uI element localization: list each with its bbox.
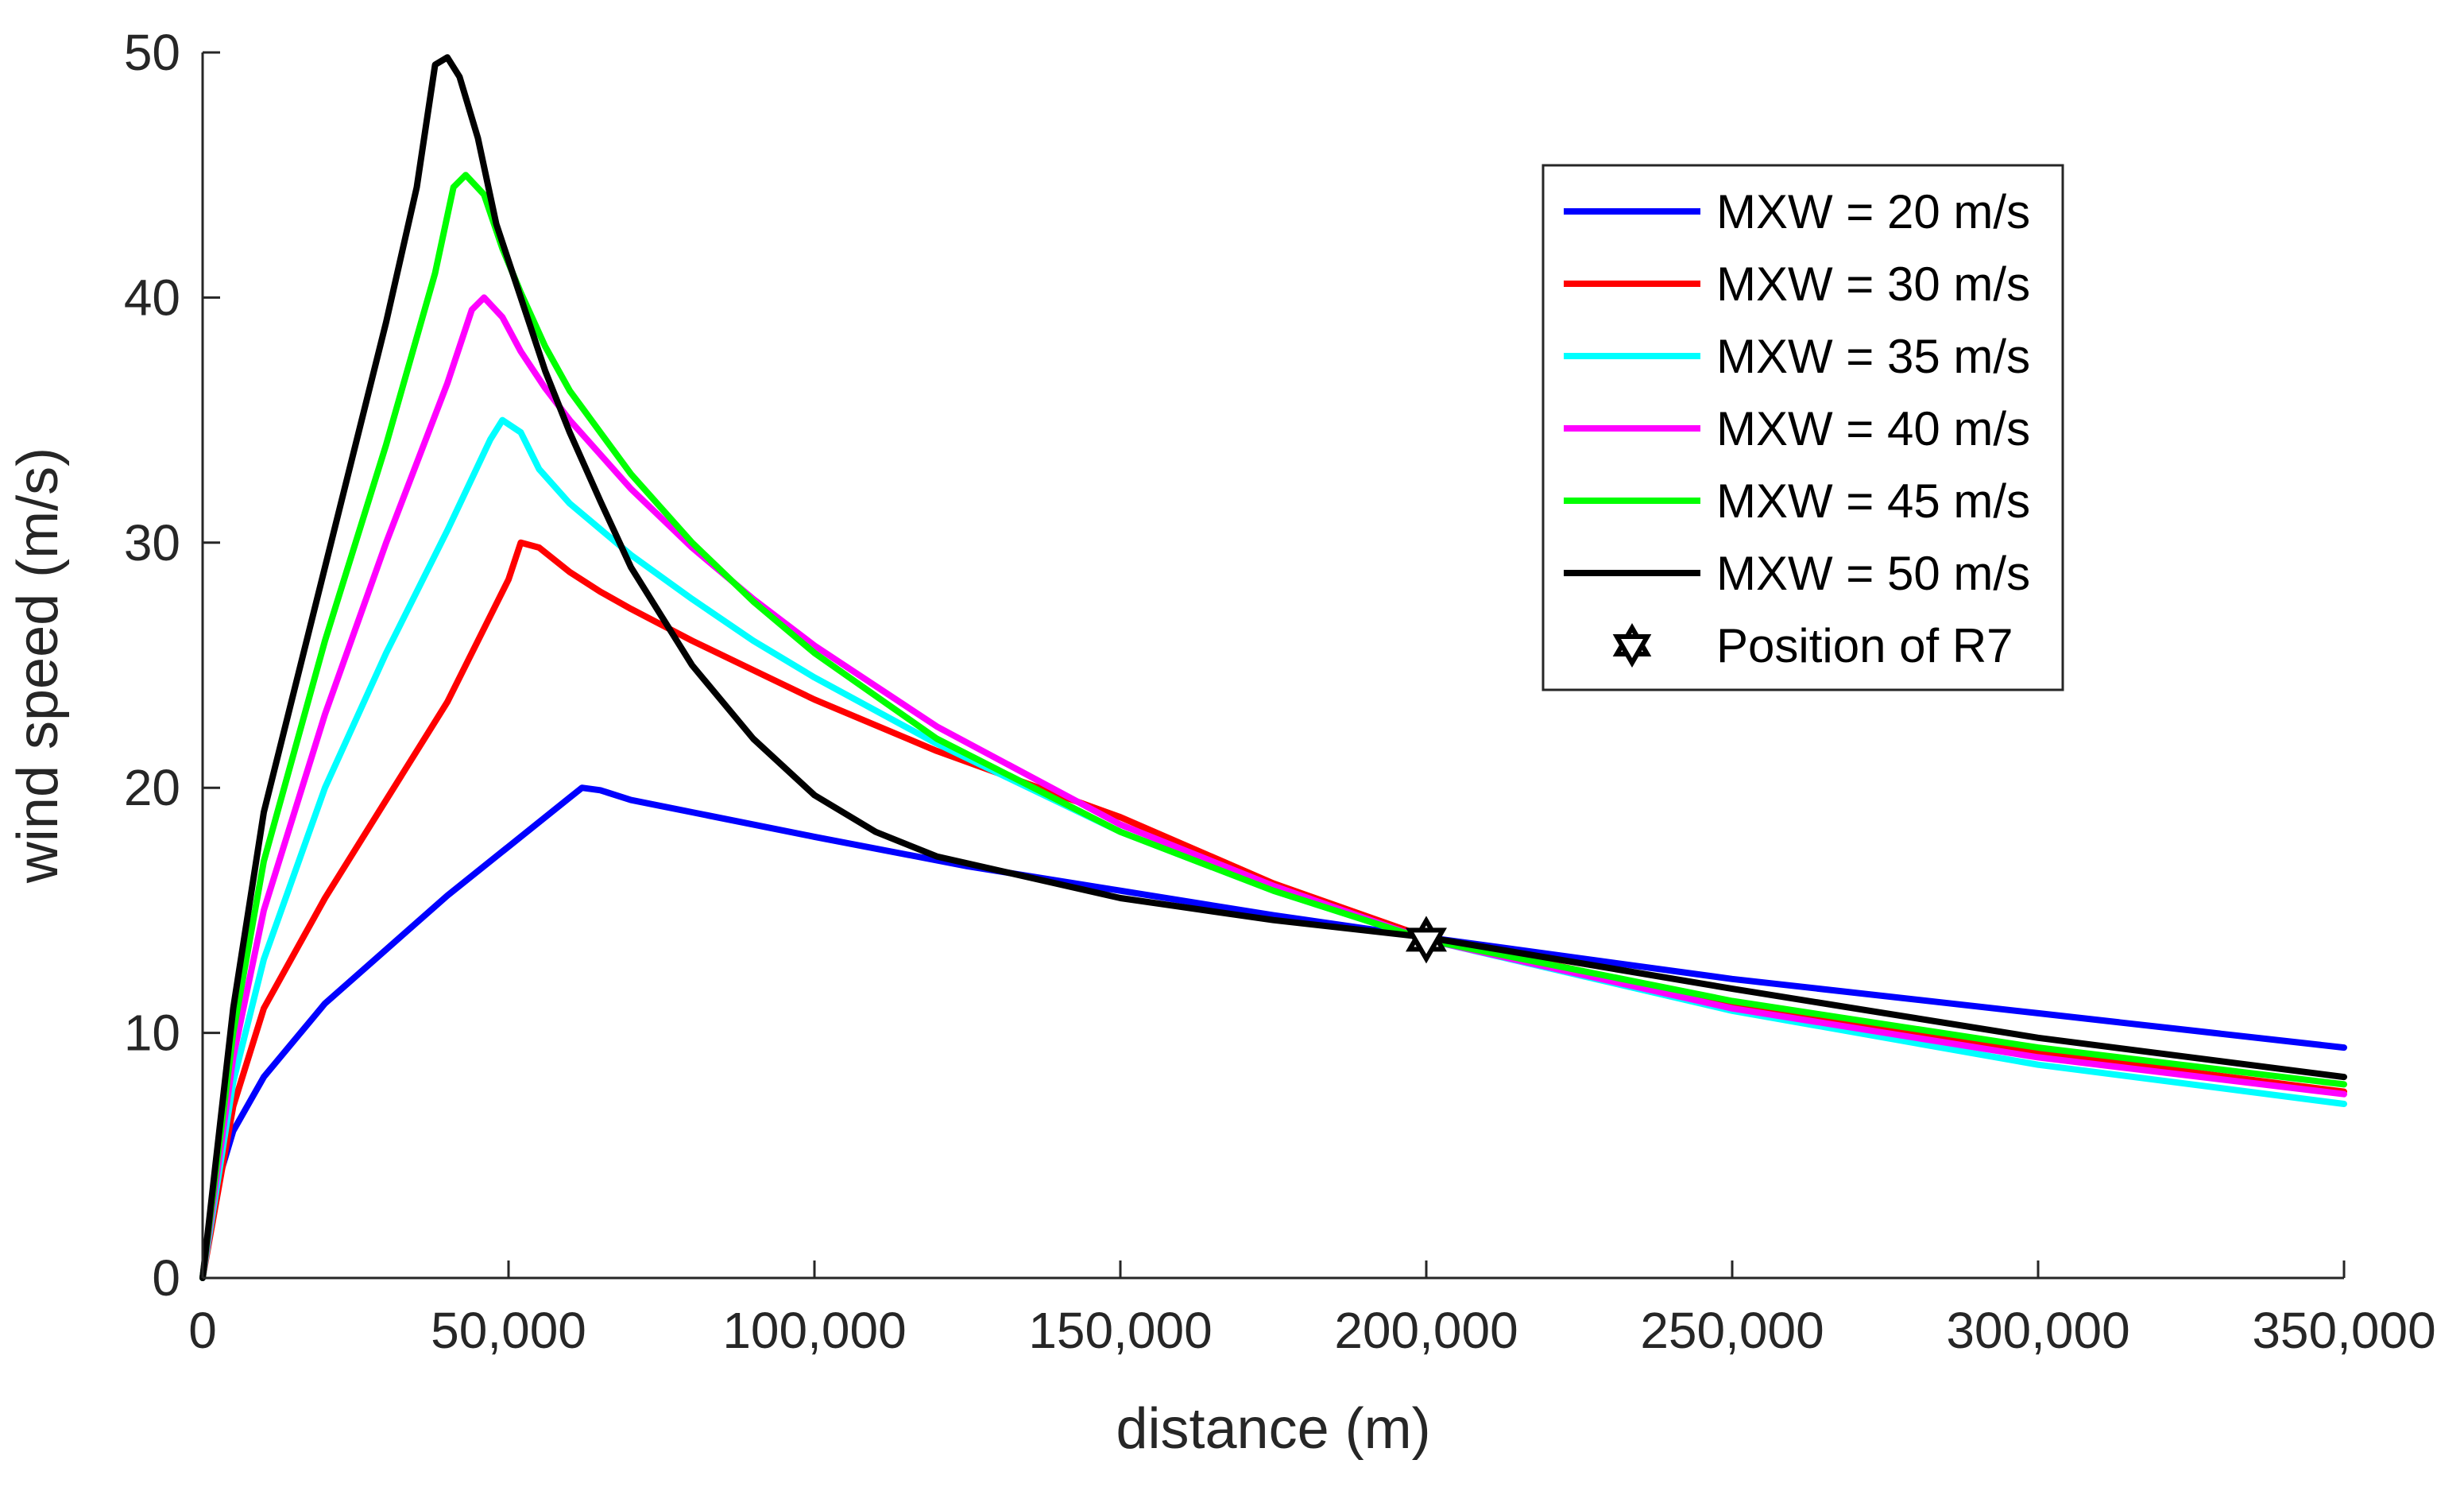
legend-label: MXW = 35 m/s	[1716, 330, 2030, 383]
y-tick-label: 20	[124, 759, 180, 816]
x-tick-label: 0	[188, 1302, 217, 1359]
marker-r7	[1406, 916, 1447, 964]
legend-item: MXW = 45 m/s	[1564, 474, 2030, 528]
y-axis-title: wind speed (m/s)	[6, 447, 70, 884]
plot-markers	[1406, 916, 1447, 964]
x-axis-title: distance (m)	[1116, 1397, 1430, 1461]
x-tick-label: 200,000	[1334, 1302, 1518, 1359]
legend-item: MXW = 50 m/s	[1564, 547, 2030, 600]
y-ticks: 0 10 20 30 40 50	[124, 24, 220, 1307]
legend-label: Position of R7	[1716, 619, 2013, 672]
y-tick-label: 50	[124, 24, 180, 81]
legend-label: MXW = 40 m/s	[1716, 402, 2030, 455]
y-tick-label: 40	[124, 269, 180, 326]
legend-label: MXW = 20 m/s	[1716, 185, 2030, 238]
legend-item: MXW = 40 m/s	[1564, 402, 2030, 455]
legend-label: MXW = 45 m/s	[1716, 474, 2030, 528]
x-ticks: 0 50,000 100,000 150,000 200,000 250,000 300,0…	[188, 1260, 2436, 1359]
y-tick-label: 30	[124, 514, 180, 571]
legend: MXW = 20 m/s MXW = 30 m/s MXW = 35 m/s MXW …	[1541, 164, 2064, 691]
x-tick-label: 300,000	[1946, 1302, 2129, 1359]
legend-label: MXW = 50 m/s	[1716, 547, 2030, 600]
legend-item: Position of R7	[1612, 619, 2013, 672]
x-tick-label: 100,000	[722, 1302, 906, 1359]
series-line-4	[199, 172, 2347, 1281]
legend-item: MXW = 20 m/s	[1564, 185, 2030, 238]
x-tick-label: 50,000	[431, 1302, 586, 1359]
x-tick-label: 150,000	[1028, 1302, 1212, 1359]
plot-lines	[199, 54, 2347, 1281]
legend-items: MXW = 20 m/s MXW = 30 m/s MXW = 35 m/s MXW …	[1564, 185, 2030, 672]
y-tick-label: 0	[152, 1249, 180, 1307]
legend-item: MXW = 30 m/s	[1564, 258, 2030, 311]
legend-marker-icon	[1612, 623, 1652, 668]
series-line-5	[199, 54, 2347, 1281]
axes: 0 50,000 100,000 150,000 200,000 250,000 300,0…	[6, 24, 2436, 1461]
legend-item: MXW = 35 m/s	[1564, 330, 2030, 383]
x-tick-label: 250,000	[1640, 1302, 1824, 1359]
x-tick-label: 350,000	[2252, 1302, 2435, 1359]
y-tick-label: 10	[124, 1005, 180, 1062]
legend-label: MXW = 30 m/s	[1716, 258, 2030, 311]
